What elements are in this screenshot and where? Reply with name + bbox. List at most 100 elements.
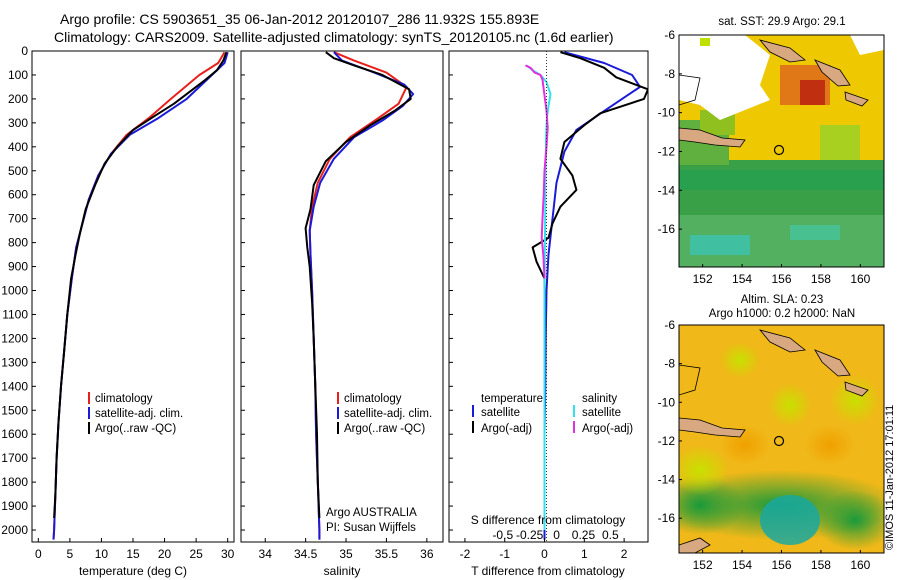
legend-label-sal-satellite: satellite: [582, 407, 621, 419]
temperature-x-axis: 0 5 10 15 20 25 30: [35, 538, 235, 561]
depth-tick-label: 1800: [1, 475, 28, 489]
sst-map-axes: 152 154 156 158 160 -6 -8 -10 -12 -14 -16: [658, 28, 871, 286]
land-solomon: [814, 349, 851, 377]
x-tick-label: 1: [581, 547, 588, 561]
legend-label-satellite: satellite-adj. clim.: [344, 408, 432, 420]
x-tick-label: 5: [67, 547, 74, 561]
temperature-chart: [52, 51, 229, 540]
legend-label-temp-satellite: satellite: [481, 407, 520, 419]
series-line: [531, 51, 648, 518]
land-solomon: [814, 59, 851, 87]
x-tick-label: -2: [460, 547, 471, 561]
depth-tick-label: 500: [8, 164, 28, 178]
depth-tick-label: 700: [8, 212, 28, 226]
salinity-x-axis: 34 34.5 35 35.5 36: [259, 538, 434, 561]
sla-feature: [830, 375, 880, 425]
lon-tick-label: 156: [771, 558, 791, 572]
pi-annotation: PI: Susan Wijffels: [326, 522, 416, 534]
land-solomon: [758, 39, 806, 63]
salinity-difference-ticks: -0.5 -0.25 0 0.25 0.5: [492, 528, 619, 542]
sla-feature: [720, 342, 760, 378]
legend-label-argo: Argo(..raw -QC): [344, 423, 425, 435]
x-tick-label: 35.5: [375, 547, 399, 561]
lat-tick-label: -10: [658, 395, 676, 409]
x-tick-label: 15: [126, 547, 140, 561]
depth-tick-label: 100: [8, 68, 28, 82]
sst-map-title: sat. SST: 29.9 Argo: 29.1: [718, 16, 845, 28]
sst-patch: [790, 225, 840, 240]
lat-tick-label: -12: [658, 144, 676, 158]
legend-heading-temperature: temperature: [481, 393, 543, 405]
lon-tick-label: 160: [850, 272, 870, 286]
temperature-xlabel: temperature (deg C): [79, 564, 187, 578]
legend-label-climatology: climatology: [95, 393, 153, 405]
lat-tick-label: -12: [658, 434, 676, 448]
x-tick-label: 2: [621, 547, 628, 561]
lat-tick-label: -10: [658, 106, 676, 120]
difference-plot-frame: [448, 50, 649, 543]
lon-tick-label: 158: [811, 272, 831, 286]
lat-tick-label: -6: [664, 318, 675, 332]
x-tick-label: 35: [339, 547, 353, 561]
legend-label-satellite: satellite-adj. clim.: [95, 408, 183, 420]
x-tick-label: 30: [221, 547, 235, 561]
depth-tick-label: 1600: [1, 427, 28, 441]
argo-location-marker: [773, 435, 785, 447]
series-line: [524, 64, 549, 279]
salinity-legend: climatology satellite-adj. clim. Argo(..…: [326, 392, 432, 534]
salinity-xlabel: salinity: [324, 564, 361, 578]
lon-tick-label: 154: [732, 558, 752, 572]
series-line: [308, 51, 408, 540]
difference-top-xlabel: S difference from climatology: [471, 513, 626, 527]
lat-tick-label: -16: [658, 511, 676, 525]
lat-tick-label: -8: [664, 67, 675, 81]
legend-label-climatology: climatology: [344, 393, 402, 405]
lon-tick-label: 160: [850, 558, 870, 572]
depth-tick-label: 1700: [1, 451, 28, 465]
depth-tick-label: 200: [8, 92, 28, 106]
depth-tick-label: 0: [21, 44, 28, 58]
lat-tick-label: -14: [658, 183, 676, 197]
sst-warm-core: [800, 80, 825, 105]
temperature-legend: climatology satellite-adj. clim. Argo(..…: [88, 392, 183, 435]
top-tick-label: -0.25: [516, 528, 544, 542]
difference-xlabel: T difference from climatology: [471, 564, 625, 578]
lon-tick-label: 154: [732, 272, 752, 286]
x-tick-label: 0: [541, 547, 548, 561]
sla-map-title1: Altim. SLA: 0.23: [741, 294, 823, 306]
sla-feature: [805, 425, 855, 465]
legend-heading-salinity: salinity: [582, 393, 617, 405]
x-tick-label: 36: [420, 547, 434, 561]
depth-tick-label: 300: [8, 116, 28, 130]
lon-tick-label: 156: [771, 272, 791, 286]
lat-tick-label: -16: [658, 222, 676, 236]
sst-patch: [820, 125, 860, 160]
land-png-tip: [679, 417, 746, 438]
x-tick-label: 34: [259, 547, 273, 561]
top-tick-label: 0: [553, 528, 560, 542]
land-queensland: [679, 537, 711, 553]
header-line1: Argo profile: CS 5903651_35 06-Jan-2012 …: [60, 11, 539, 27]
depth-tick-label: 1200: [1, 331, 28, 345]
x-tick-label: 20: [158, 547, 172, 561]
imos-stamp: ©IMOS 11-Jan-2012 17:01:11: [884, 405, 896, 550]
series-line: [53, 51, 228, 519]
x-tick-label: 34.5: [294, 547, 318, 561]
sla-map-axes: 152 154 156 158 160 -6 -8 -10 -12 -14 -16: [658, 318, 871, 572]
lat-tick-label: -14: [658, 473, 676, 487]
x-tick-label: 0: [35, 547, 42, 561]
depth-tick-label: 1500: [1, 403, 28, 417]
depth-tick-label: 1100: [2, 307, 28, 321]
land-png-tip: [679, 127, 746, 148]
sla-low: [815, 490, 884, 550]
lon-tick-label: 152: [693, 272, 713, 286]
land-solomon: [758, 329, 806, 353]
land-coast: [679, 364, 701, 396]
depth-tick-label: 400: [8, 140, 28, 154]
lat-tick-label: -8: [664, 357, 675, 371]
sst-patch: [700, 38, 710, 46]
sst-missing-data: [850, 35, 884, 55]
sst-missing-data: [679, 35, 770, 120]
lon-tick-label: 158: [811, 558, 831, 572]
